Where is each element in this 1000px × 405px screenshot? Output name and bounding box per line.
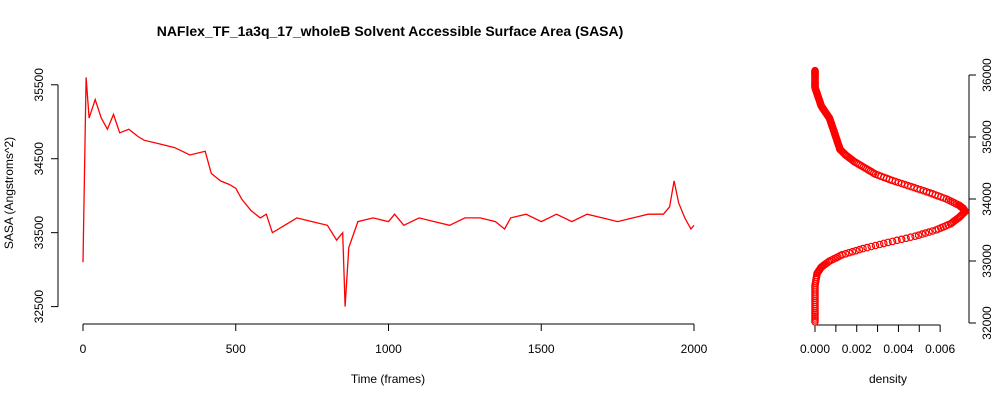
density-point — [811, 66, 819, 75]
density-point — [914, 231, 923, 240]
density-point — [884, 238, 892, 247]
x-tick-label: 0 — [80, 342, 87, 356]
chart-title: NAFlex_TF_1a3q_17_wholeB Solvent Accessi… — [157, 23, 624, 39]
density-point — [906, 233, 915, 242]
density-point — [888, 237, 897, 246]
density-point — [879, 239, 888, 248]
y-tick-label: 33500 — [32, 216, 46, 250]
density-point — [845, 248, 853, 257]
density-point — [893, 236, 901, 245]
density-point — [871, 241, 880, 250]
density-x-tick-label: 0.004 — [883, 342, 913, 356]
y-axis-title: SASA (Angstroms^2) — [2, 137, 16, 249]
x-axis-title: Time (frames) — [351, 372, 425, 386]
sasa-series-line — [82, 77, 695, 307]
density-point — [859, 244, 867, 253]
density-point — [855, 245, 864, 254]
density-y-tick-label: 33000 — [980, 244, 994, 278]
density-point — [911, 232, 919, 241]
x-tick-label: 1000 — [375, 342, 402, 356]
density-point — [848, 247, 857, 256]
density-point — [921, 229, 930, 237]
density-x-tick-label: 0.002 — [842, 342, 872, 356]
sasa-time-series-plot: 0 500 1000 1500 2000 32500 33500 34500 35500 — [32, 68, 708, 356]
density-point — [875, 240, 884, 249]
density-point — [897, 235, 906, 244]
density-point — [867, 242, 876, 251]
density-point — [918, 230, 926, 238]
density-x-tick-label: 0.000 — [800, 342, 830, 356]
y-tick-label: 34500 — [32, 142, 46, 176]
x-tick-label: 2000 — [681, 342, 708, 356]
density-y-tick-label: 35000 — [980, 120, 994, 154]
density-point — [902, 234, 910, 243]
y-tick-label: 32500 — [32, 290, 46, 324]
density-point — [841, 250, 850, 258]
density-point — [852, 246, 860, 255]
density-point — [925, 228, 933, 236]
x-tick-label: 1500 — [528, 342, 555, 356]
density-y-tick-label: 36000 — [980, 58, 994, 92]
y-tick-label: 35500 — [32, 68, 46, 102]
density-point — [838, 251, 846, 259]
density-x-tick-label: 0.006 — [925, 342, 955, 356]
x-tick-label: 500 — [226, 342, 246, 356]
density-y-tick-label: 32000 — [980, 306, 994, 340]
density-point — [863, 243, 871, 252]
sasa-density-plot: 0.000 0.002 0.004 0.006 32000 33000 34000 35000… — [800, 58, 994, 356]
density-axis-title: density — [869, 372, 907, 386]
density-y-tick-label: 34000 — [980, 182, 994, 216]
